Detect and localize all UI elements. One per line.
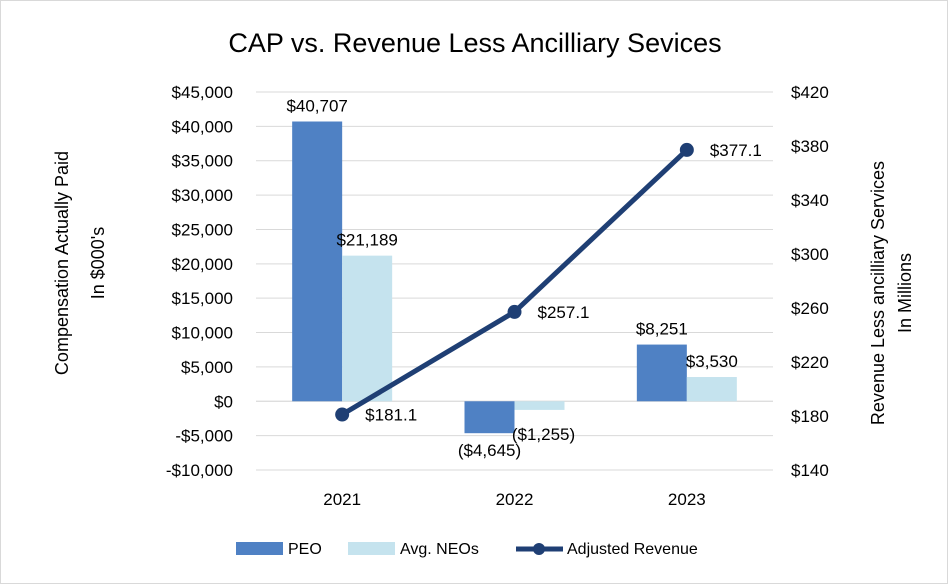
data-label: $377.1 — [710, 141, 762, 160]
legend-label-peo: PEO — [288, 541, 322, 558]
right-axis-ticks: $140 $180 $220 $260 $300 $340 $380 $420 — [791, 83, 829, 480]
left-tick-label: $30,000 — [172, 186, 233, 205]
legend: PEO Avg. NEOs Adjusted Revenue — [236, 541, 698, 558]
right-tick-label: $340 — [791, 191, 829, 210]
bar-avg-neos-2021 — [342, 255, 393, 402]
left-axis-title-line2: In $000's — [88, 227, 108, 300]
left-tick-label: $35,000 — [172, 152, 233, 171]
right-tick-label: $220 — [791, 353, 829, 372]
right-tick-label: $380 — [791, 137, 829, 156]
bar-peo-2021 — [292, 121, 343, 402]
category-label: 2021 — [323, 490, 361, 509]
bar-avg-neos-2022 — [514, 401, 565, 410]
right-tick-label: $300 — [791, 245, 829, 264]
bar-peo-2022 — [464, 401, 515, 434]
data-label: $257.1 — [538, 303, 590, 322]
left-tick-label: -$10,000 — [166, 461, 233, 480]
right-tick-label: $140 — [791, 461, 829, 480]
bar-avg-neos-2023 — [686, 377, 737, 402]
line-adjusted-revenue — [340, 148, 689, 417]
right-tick-label: $180 — [791, 407, 829, 426]
right-axis-title-line2: In Millions — [895, 253, 915, 333]
category-label: 2022 — [496, 490, 534, 509]
legend-label-adjusted-revenue: Adjusted Revenue — [567, 541, 698, 558]
left-tick-label: $10,000 — [172, 324, 233, 343]
right-axis-title-line1: Revenue Less ancilliary Services — [868, 161, 888, 425]
data-labels: $40,707 ($4,645) $8,251 $21,189 ($1,255) $3,5… — [286, 97, 761, 461]
left-axis-ticks: -$10,000 -$5,000 $0 $5,000 $10,000 $15,000 $20… — [166, 83, 233, 480]
legend-marker-adjusted-revenue — [533, 543, 545, 555]
bar-series — [292, 121, 737, 434]
left-tick-label: $5,000 — [181, 358, 233, 377]
category-label: 2023 — [668, 490, 706, 509]
left-tick-label: $45,000 — [172, 83, 233, 102]
data-label: $21,189 — [336, 231, 397, 250]
point-adjusted-revenue-2023 — [679, 142, 694, 157]
data-label: $3,530 — [686, 352, 738, 371]
legend-swatch-peo — [236, 542, 283, 555]
left-tick-label: $20,000 — [172, 255, 233, 274]
bar-peo-2023 — [636, 344, 687, 402]
data-label: ($1,255) — [512, 425, 575, 444]
point-adjusted-revenue-2022 — [507, 304, 522, 319]
left-tick-label: $40,000 — [172, 117, 233, 136]
data-label: $181.1 — [365, 406, 417, 425]
point-adjusted-revenue-2021 — [335, 407, 350, 422]
left-tick-label: $15,000 — [172, 289, 233, 308]
data-label: ($4,645) — [458, 441, 521, 460]
right-tick-label: $260 — [791, 299, 829, 318]
left-tick-label: $0 — [214, 392, 233, 411]
left-tick-label: -$5,000 — [175, 427, 233, 446]
legend-label-avg-neos: Avg. NEOs — [400, 541, 479, 558]
category-labels: 2021 2022 2023 — [323, 490, 705, 509]
data-label: $8,251 — [636, 320, 688, 339]
left-axis-title-line1: Compensation Actually Paid — [52, 151, 72, 375]
data-label: $40,707 — [286, 97, 347, 116]
legend-swatch-avg-neos — [348, 542, 395, 555]
line-series — [335, 142, 694, 422]
right-tick-label: $420 — [791, 83, 829, 102]
left-tick-label: $25,000 — [172, 220, 233, 239]
chart-title: CAP vs. Revenue Less Ancilliary Sevices — [228, 28, 721, 58]
